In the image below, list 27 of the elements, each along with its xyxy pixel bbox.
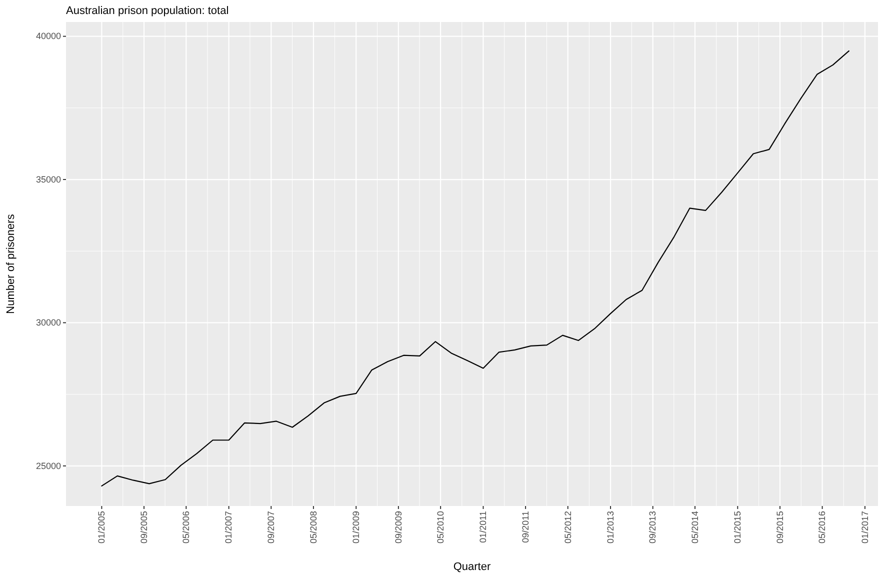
x-tick-label: 05/2008 xyxy=(308,511,318,544)
x-tick-label: 05/2014 xyxy=(690,511,700,544)
x-tick-label: 09/2005 xyxy=(138,511,149,544)
x-tick-label: 05/2006 xyxy=(181,511,192,544)
x-tick-label: 01/2009 xyxy=(350,511,361,544)
y-tick-label: 30000 xyxy=(36,318,61,328)
y-tick-label: 25000 xyxy=(36,460,61,471)
x-tick-label: 01/2017 xyxy=(860,511,870,544)
x-tick-label: 01/2013 xyxy=(605,511,616,544)
x-tick-label: 09/2011 xyxy=(520,511,530,543)
chart-title: Australian prison population: total xyxy=(66,5,229,17)
y-tick-label: 40000 xyxy=(36,31,61,42)
x-tick-label: 05/2012 xyxy=(562,511,573,544)
x-tick-label: 01/2015 xyxy=(732,511,743,544)
x-tick-label: 09/2015 xyxy=(774,511,785,544)
x-tick-label: 01/2005 xyxy=(96,511,107,544)
x-tick-label: 09/2013 xyxy=(648,511,658,544)
x-tick-label: 05/2016 xyxy=(817,511,828,544)
line-series xyxy=(101,50,850,487)
x-tick-label: 09/2009 xyxy=(393,511,404,544)
y-axis-title: Number of prisoners xyxy=(5,214,17,314)
x-tick-label: 05/2010 xyxy=(435,511,446,544)
x-tick-label: 09/2007 xyxy=(266,511,276,544)
y-tick-label: 35000 xyxy=(36,174,61,184)
x-tick-label: 01/2011 xyxy=(478,511,488,543)
x-tick-label: 01/2007 xyxy=(224,511,234,544)
x-axis-title: Quarter xyxy=(453,561,491,573)
